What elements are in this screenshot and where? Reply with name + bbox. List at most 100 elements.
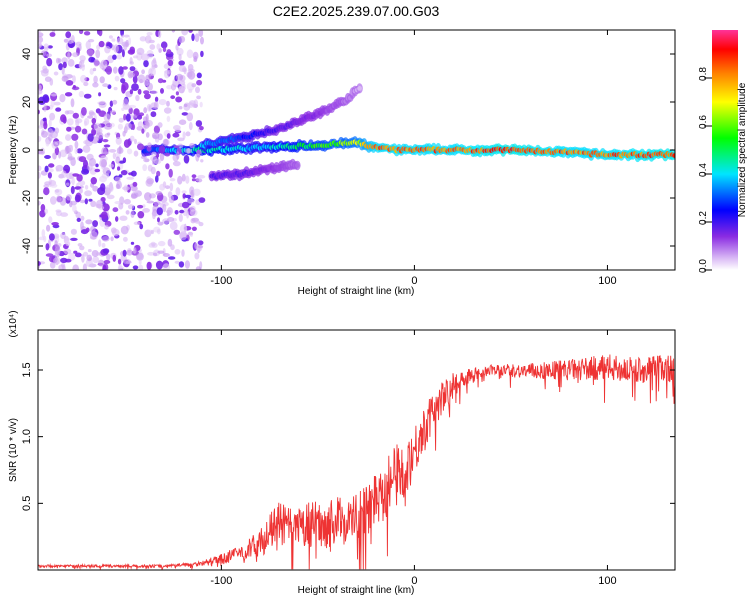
heat-noise-mark (58, 151, 62, 159)
heat-noise-mark (142, 164, 148, 172)
heat-noise-mark (137, 143, 144, 151)
heat-noise-mark (178, 119, 187, 125)
heat-noise-mark (65, 182, 70, 186)
heat-noise-mark (146, 261, 152, 270)
heat-noise-mark (61, 170, 67, 179)
heat-noise-mark (110, 236, 114, 242)
heat-noise-mark (113, 86, 118, 91)
heat-noise-mark (184, 194, 192, 199)
heat-noise-mark (189, 233, 193, 237)
heat-noise-mark (53, 101, 61, 106)
heat-noise-mark (47, 172, 53, 179)
heat-noise-mark (150, 90, 158, 95)
heat-noise-mark (98, 92, 102, 97)
heat-noise-mark (198, 197, 206, 203)
heat-feature-lower-branch (208, 158, 301, 182)
heat-noise-mark (130, 170, 137, 177)
heat-noise-mark (193, 188, 201, 196)
heat-noise-mark (164, 69, 172, 74)
heat-noise-mark (95, 49, 101, 59)
heat-noise-mark (102, 248, 110, 254)
snr-y-tick-label: 0.5 (21, 496, 33, 511)
heat-noise-mark (126, 176, 135, 180)
colorbar: 0.0 0.2 0.4 0.6 0.8 Normalized spectral ampl… (698, 30, 748, 273)
heat-noise-mark (81, 168, 90, 175)
heat-noise-mark (170, 95, 176, 100)
heat-noise-mark (108, 149, 117, 153)
heat-noise-mark (150, 241, 156, 247)
colorbar-tick-label: 0.6 (698, 115, 709, 129)
heat-noise-mark (78, 64, 85, 68)
heat-noise-mark (178, 106, 183, 110)
snr-y-ticks: 0.5 1.0 1.5 (21, 362, 675, 511)
heat-noise-mark (112, 99, 118, 105)
heat-noise-mark (72, 75, 76, 83)
colorbar-tick-label: 0.8 (698, 67, 709, 81)
heat-noise-mark (43, 103, 47, 113)
heat-noise-mark (186, 210, 190, 219)
heat-noise-mark (172, 132, 180, 138)
heat-noise-mark (157, 78, 164, 84)
heat-noise-mark (67, 52, 71, 60)
heat-noise-mark (45, 253, 54, 257)
heat-noise-mark (115, 183, 120, 189)
heat-noise-mark (75, 44, 80, 49)
heat-noise-mark (177, 137, 185, 142)
heat-noise-mark (44, 155, 51, 159)
heat-noise-mark (83, 31, 91, 36)
heat-noise-mark (157, 240, 166, 247)
heat-noise-mark (86, 49, 94, 57)
heat-noise-mark (134, 138, 137, 145)
figure-title: C2E2.2025.239.07.00.G03 (273, 3, 440, 19)
heat-noise-mark (54, 146, 60, 156)
colorbar-tick-label: 0.4 (698, 163, 709, 177)
heat-noise-mark (195, 120, 203, 127)
heat-noise-mark (67, 37, 74, 44)
heat-noise-mark (96, 132, 104, 139)
heat-noise-mark (188, 122, 193, 131)
heat-noise-mark (92, 82, 99, 88)
heat-noise-mark (81, 128, 88, 135)
heat-noise-mark (166, 115, 171, 122)
heat-noise-mark (84, 118, 90, 126)
heat-noise-mark (48, 216, 53, 224)
heat-noise-mark (87, 115, 94, 119)
heat-noise-mark (118, 66, 124, 75)
heat-noise-mark (137, 114, 143, 120)
heat-noise-mark (141, 69, 146, 75)
heat-noise-mark (178, 36, 184, 44)
heat-noise-mark (83, 93, 92, 99)
heat-noise-mark (41, 130, 48, 138)
heat-noise-mark (164, 152, 170, 157)
heat-noise-mark (58, 63, 63, 71)
heat-noise-mark (176, 47, 184, 56)
heat-noise-mark (38, 165, 42, 172)
heat-y-tick-label: -20 (21, 190, 33, 206)
heat-noise-mark (143, 107, 148, 114)
heat-feature-rising-branch (198, 83, 363, 152)
heat-noise-mark (88, 198, 93, 202)
heat-noise-mark (174, 145, 180, 149)
heat-noise-mark (200, 36, 204, 45)
heat-noise-mark (156, 170, 161, 177)
heat-noise-mark (38, 42, 43, 48)
heat-noise-mark (86, 254, 92, 262)
heat-noise-mark (133, 150, 139, 157)
heat-noise-mark (93, 58, 100, 67)
heat-noise-mark (92, 67, 97, 72)
heat-noise-mark (100, 211, 108, 219)
heat-noise-mark (136, 252, 144, 261)
heat-noise-mark (162, 138, 169, 147)
heat-noise-mark (38, 30, 41, 33)
heat-noise-mark (128, 37, 132, 46)
heat-noise-mark (93, 75, 98, 84)
heat-noise-mark (137, 88, 142, 95)
heat-noise-mark (108, 163, 115, 168)
heat-noise-mark (65, 31, 72, 39)
heat-noise-mark (49, 78, 54, 86)
heat-noise-mark (197, 245, 204, 249)
heat-noise-mark (188, 30, 193, 33)
heat-noise-mark (70, 200, 78, 206)
snr-x-tick-label: 0 (411, 575, 417, 587)
heat-noise-mark (174, 260, 180, 264)
